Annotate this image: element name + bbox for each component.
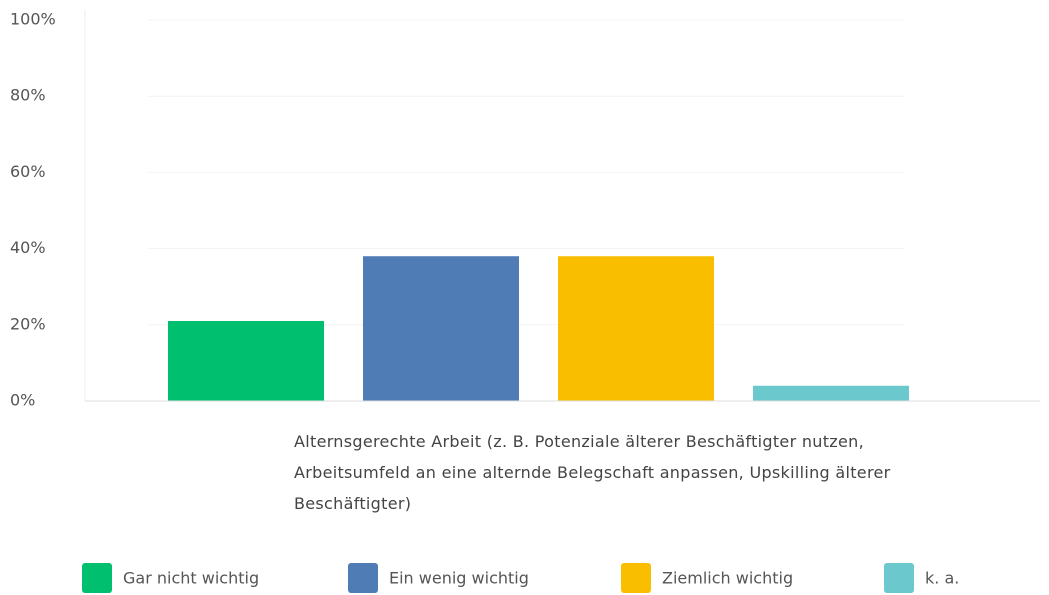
y-tick-label: 20% — [10, 314, 46, 333]
y-tick-label: 40% — [10, 238, 46, 257]
legend-swatch — [348, 563, 378, 593]
legend-label: Gar nicht wichtig — [123, 569, 259, 588]
bar — [753, 385, 909, 401]
y-tick-label: 60% — [10, 162, 46, 181]
y-tick-label: 0% — [10, 391, 35, 410]
legend-swatch — [82, 563, 112, 593]
legend-label: Ziemlich wichtig — [662, 569, 793, 588]
legend-swatch — [621, 563, 651, 593]
legend-label: Ein wenig wichtig — [389, 569, 529, 588]
legend-swatch — [884, 563, 914, 593]
bar — [558, 256, 714, 401]
legend-label: k. a. — [925, 569, 959, 588]
y-tick-label: 80% — [10, 86, 46, 105]
x-tick-label: Alternsgerechte Arbeit (z. B. Potenziale… — [294, 432, 891, 513]
y-tick-label: 100% — [10, 10, 56, 29]
bar — [363, 256, 519, 401]
bar — [168, 320, 324, 401]
